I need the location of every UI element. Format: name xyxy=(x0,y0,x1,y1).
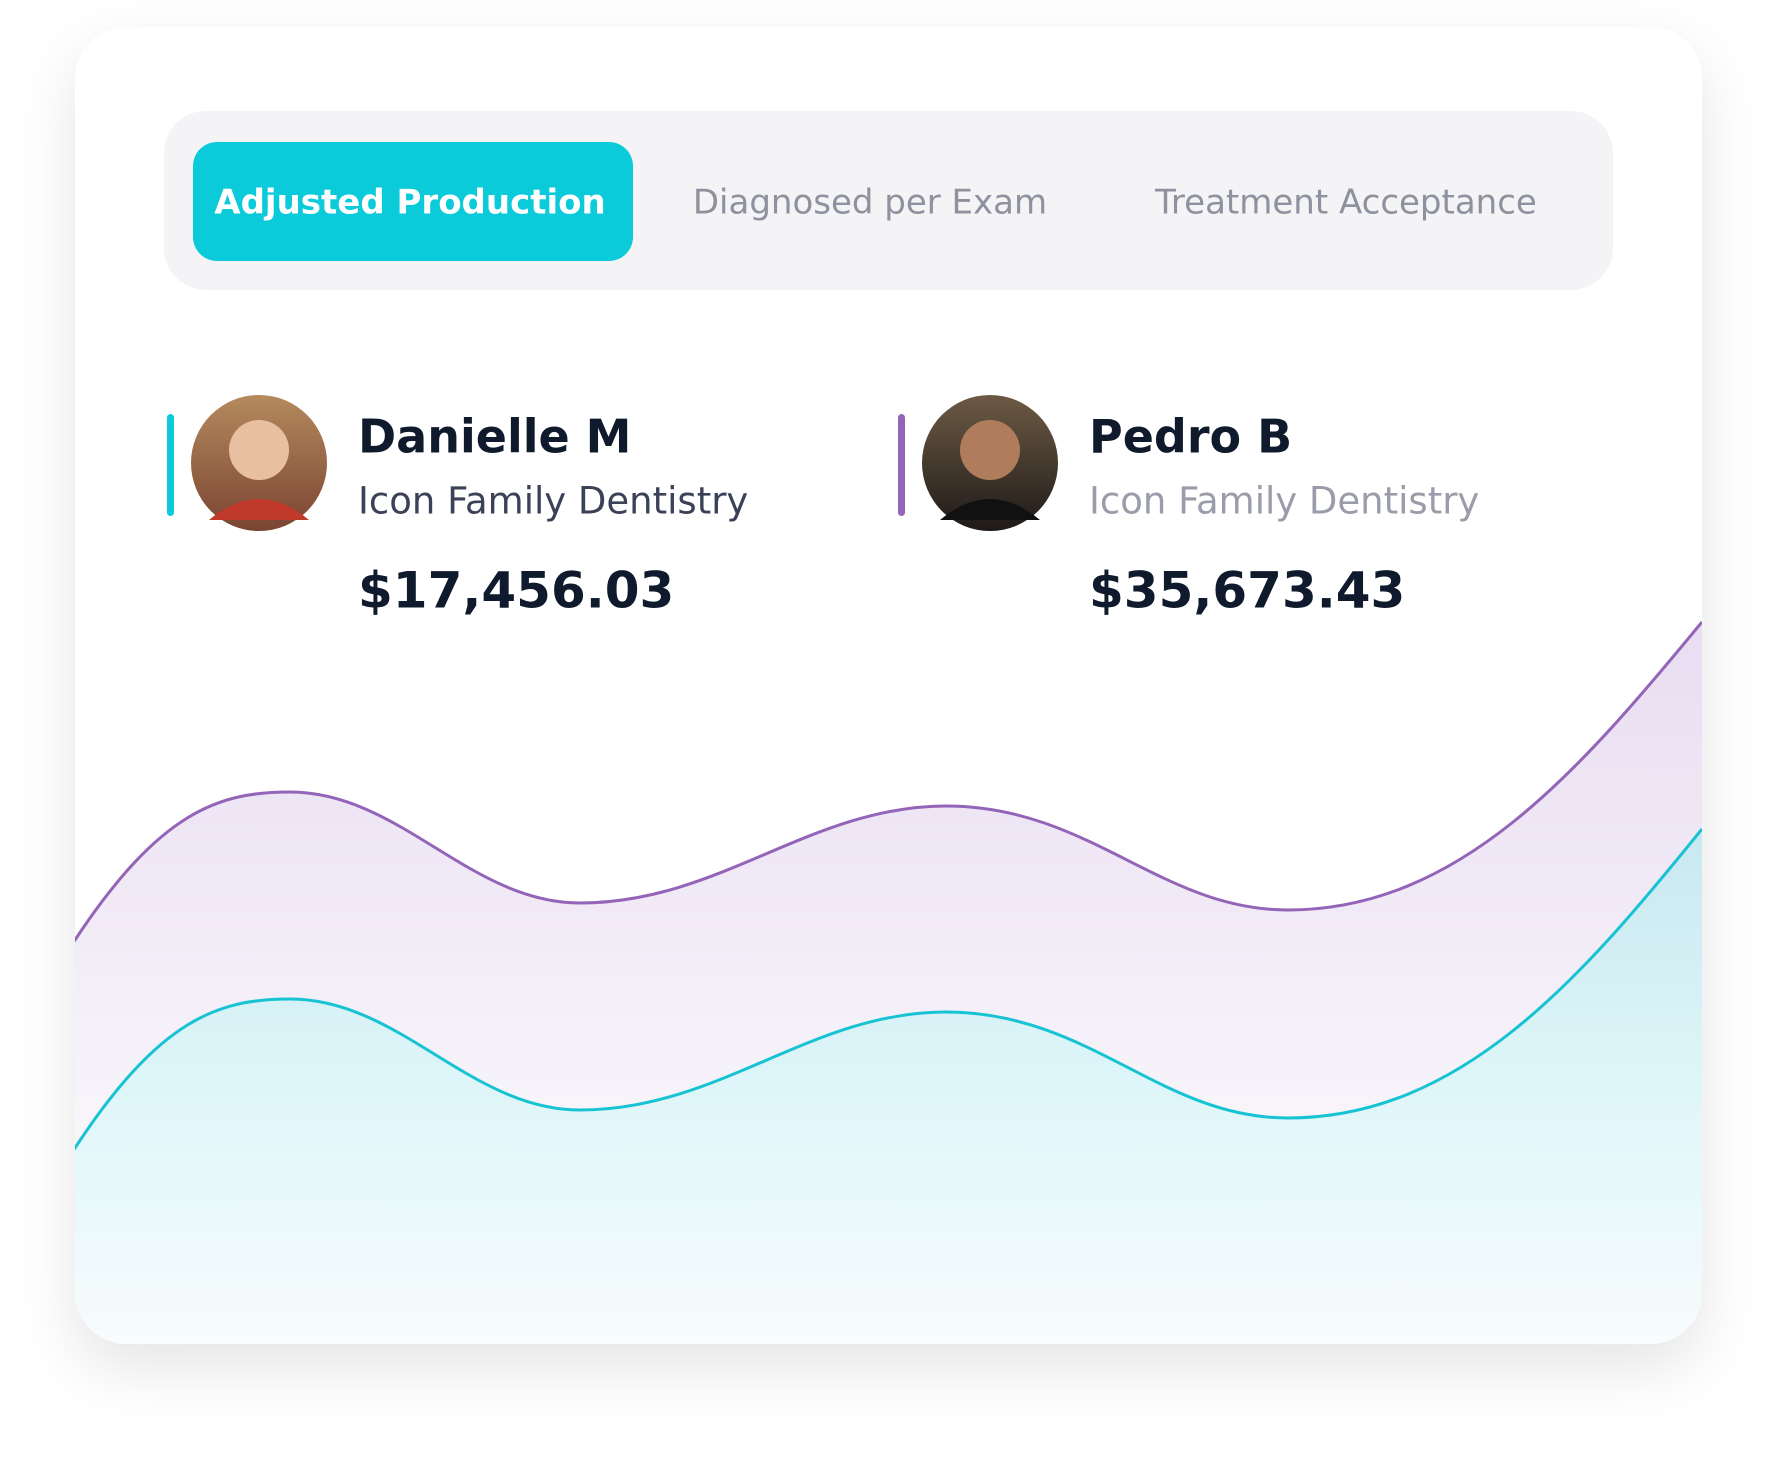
cyan-line xyxy=(75,828,1702,1152)
purple-line xyxy=(75,621,1702,944)
avatar-face xyxy=(960,420,1020,480)
tab-label[interactable]: Treatment Acceptance xyxy=(1154,183,1537,223)
tab-label[interactable]: Adjusted Production xyxy=(214,183,605,223)
person-name: Danielle M xyxy=(358,410,631,464)
person-practice: Icon Family Dentistry xyxy=(1089,480,1479,523)
tab[interactable]: Diagnosed per Exam xyxy=(693,183,1047,223)
person-amount: $17,456.03 xyxy=(358,562,674,620)
accent-bar xyxy=(898,414,905,516)
person-amount: $35,673.43 xyxy=(1089,562,1405,620)
tab-label[interactable]: Diagnosed per Exam xyxy=(693,183,1047,223)
cyan-area xyxy=(75,829,1702,1344)
accent-bar xyxy=(167,414,174,516)
tab[interactable]: Adjusted Production xyxy=(193,142,633,261)
avatar-body xyxy=(209,499,309,520)
avatar-face xyxy=(229,420,289,480)
person-name: Pedro B xyxy=(1089,410,1292,464)
person-card: Pedro B Icon Family Dentistry $35,673.43 xyxy=(898,395,1479,620)
tab-active-bg xyxy=(193,142,633,261)
wave-chart xyxy=(75,621,1702,1344)
person-practice: Icon Family Dentistry xyxy=(358,480,748,523)
avatar-body xyxy=(940,499,1040,520)
person-card: Danielle M Icon Family Dentistry $17,456.0… xyxy=(167,395,748,620)
tab[interactable]: Treatment Acceptance xyxy=(1154,183,1537,223)
